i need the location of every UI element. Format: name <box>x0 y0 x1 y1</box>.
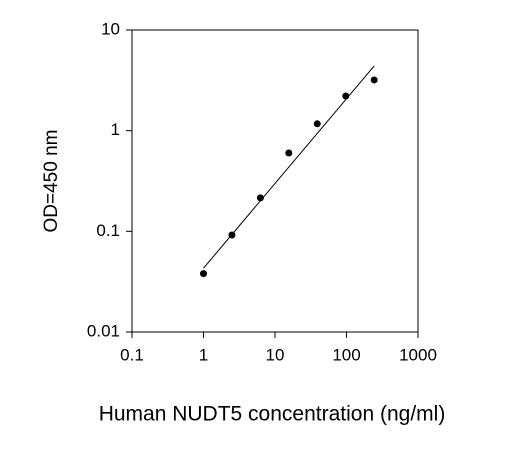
x-tick-label: 0.1 <box>120 345 144 364</box>
x-tick-label: 1 <box>199 345 208 364</box>
data-point <box>313 120 321 128</box>
x-tick-label: 10 <box>266 345 285 364</box>
x-axis-title: Human NUDT5 concentration (ng/ml) <box>99 403 446 426</box>
x-tick-label: 100 <box>332 345 360 364</box>
data-point <box>256 194 264 202</box>
data-point <box>370 76 378 84</box>
y-tick-label: 0.1 <box>96 221 120 240</box>
data-point <box>200 270 207 278</box>
data-point <box>342 92 350 100</box>
y-axis-title: OD=450 nm <box>41 130 62 233</box>
plot-frame <box>131 29 419 333</box>
y-tick-label: 0.01 <box>87 321 120 340</box>
data-point <box>228 231 236 239</box>
x-tick-label: 1000 <box>399 345 437 364</box>
y-tick-label: 10 <box>101 19 120 38</box>
data-point <box>285 149 293 157</box>
y-tick-label: 1 <box>111 120 120 139</box>
